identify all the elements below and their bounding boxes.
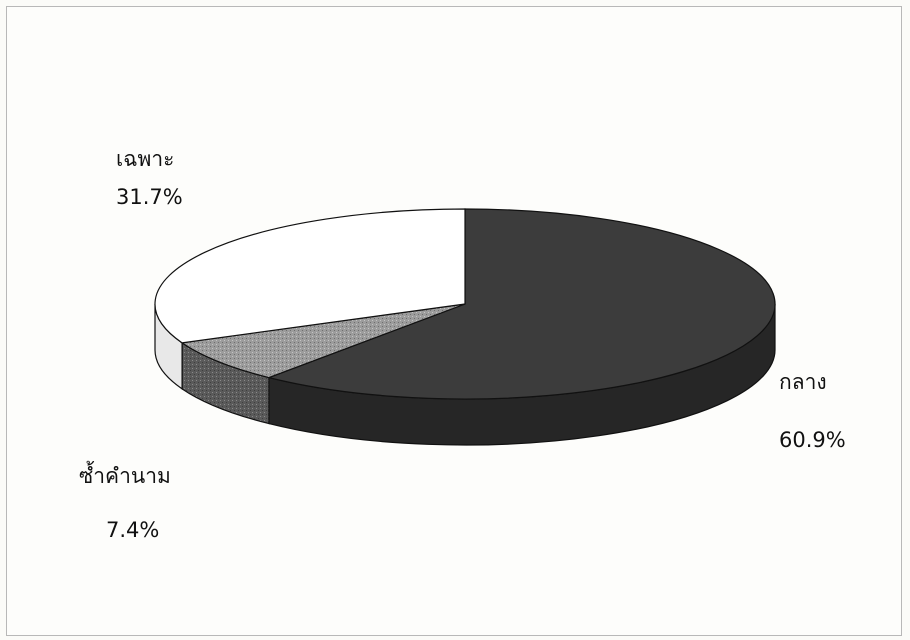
pie-slice-klang — [266, 208, 776, 400]
pie-top-faces — [154, 208, 776, 400]
slice-label-klang: กลาง — [779, 370, 827, 394]
pie-slice-chapho — [154, 208, 466, 344]
slice-label-chapho: เฉพาะ — [116, 147, 174, 171]
slice-percent-klang: 60.9% — [779, 428, 846, 452]
slice-percent-chapho: 31.7% — [116, 185, 183, 209]
slice-label-sam-khamnam: ซ้ำคำนาม — [79, 461, 171, 488]
pie-slice-sam-khamnam — [180, 303, 466, 379]
slice-percent-sam-khamnam: 7.4% — [106, 518, 159, 542]
pie-labels: กลาง 60.9% ซ้ำคำนาม 7.4% เฉพาะ 31.7% — [79, 147, 846, 542]
